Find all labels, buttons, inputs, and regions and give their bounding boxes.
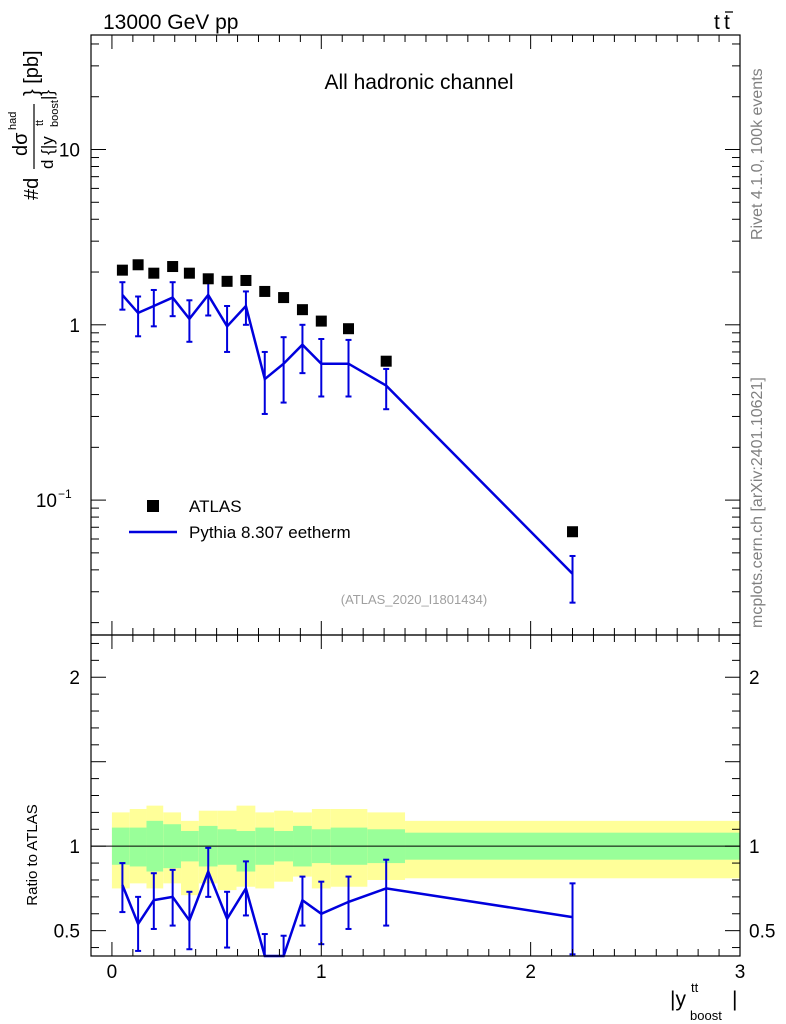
x-axis-label: |y tt boost | [670,980,737,1023]
ratio-y-tick-label-left: 0.5 [54,922,80,943]
ratio-y-tick-label-right: 0.5 [749,922,775,943]
atlas-data-point [167,261,179,273]
main-frame-border [90,34,741,636]
atlas-data-point [116,264,128,276]
main-y-tick-label-base: 10 [36,491,57,512]
atlas-data-point [278,292,290,304]
atlas-data-point [343,323,355,335]
main-y-tick-label-value: 1 [69,316,80,337]
y-label-den: d {|y [38,136,57,169]
atlas-data-point [132,259,144,271]
ratio-y-tick-labels: 0.5 0.5 1 1 2 2 [54,668,776,942]
energy-label: 13000 GeV pp [103,11,238,34]
main-y-tick-label: 10 −1 [36,487,72,512]
ratio-frame [90,634,741,957]
x-tick-label: 0 [107,962,118,983]
atlas-data-point [567,526,579,538]
legend-label-atlas: ATLAS [189,497,242,516]
atlas-data-point [202,273,214,285]
atlas-data-point [380,355,392,367]
main-y-tick-label: 10 [59,141,80,162]
atlas-data-point [148,267,160,279]
process-label-t: t [714,11,720,34]
x-label-close: | [732,988,737,1011]
legend-marker-atlas [147,500,159,512]
main-ticks [90,35,741,635]
plot-title: All hadronic channel [324,71,513,94]
ratio-y-tick-label-left: 1 [69,837,80,858]
ratio-series-layer [119,846,576,958]
stat-uncertainty-band [236,830,256,872]
ratio-y-tick-label-right: 1 [749,837,760,858]
ratio-plot-area [91,805,740,896]
main-y-tick-label-value: 10 [59,141,80,162]
atlas-data-point [183,267,195,279]
legend-label-pythia: Pythia 8.307 eetherm [189,523,351,542]
y-label-den-sup: tt [34,120,46,126]
atlas-data-point [259,285,271,297]
main-series-layer [116,259,579,604]
process-label: t t [714,11,733,34]
main-y-axis-label: #d dσ had d {|y tt boost |} } [pb] [7,50,61,200]
atlas-data-point [296,304,308,316]
atlas-data-point [315,315,327,327]
ratio-frame-border [90,634,741,957]
main-y-tick-label-exp: −1 [58,487,72,501]
x-tick-label: 1 [316,962,327,983]
stat-uncertainty-band [129,827,147,867]
main-y-tick-label: 1 [69,316,80,337]
main-frame [90,34,741,636]
y-label-num: dσ [10,132,32,156]
x-tick-labels: 0 1 2 3 [107,962,746,983]
y-label-den-sub: boost [49,100,61,127]
atlas-data-point [221,275,233,287]
mcplots-label: mcplots.cern.ch [arXiv:2401.10621] [749,377,766,628]
x-tick-label: 3 [735,962,746,983]
x-label-sup: tt [691,980,699,995]
x-label-base: |y [670,988,686,1011]
ratio-ticks [90,635,741,956]
rivet-version-label: Rivet 4.1.0, 100k events [749,68,766,240]
analysis-id: (ATLAS_2020_I1801434) [341,592,487,607]
stat-uncertainty-band [217,829,237,865]
process-label-tbar: t [724,11,730,34]
x-label-sub: boost [690,1008,722,1023]
y-label-prefix: #d [21,178,43,200]
ratio-y-axis-label: Ratio to ATLAS [24,804,41,905]
ratio-y-tick-label-right: 2 [749,668,760,689]
ratio-y-tick-label-left: 2 [69,668,80,689]
y-label-unit: } [pb] [21,50,43,96]
x-tick-label: 2 [525,962,536,983]
atlas-data-point [240,274,252,286]
y-label-num-sup: had [7,112,19,130]
y-label-den-close: |} [38,90,57,100]
legend: ATLAS Pythia 8.307 eetherm [129,497,351,542]
